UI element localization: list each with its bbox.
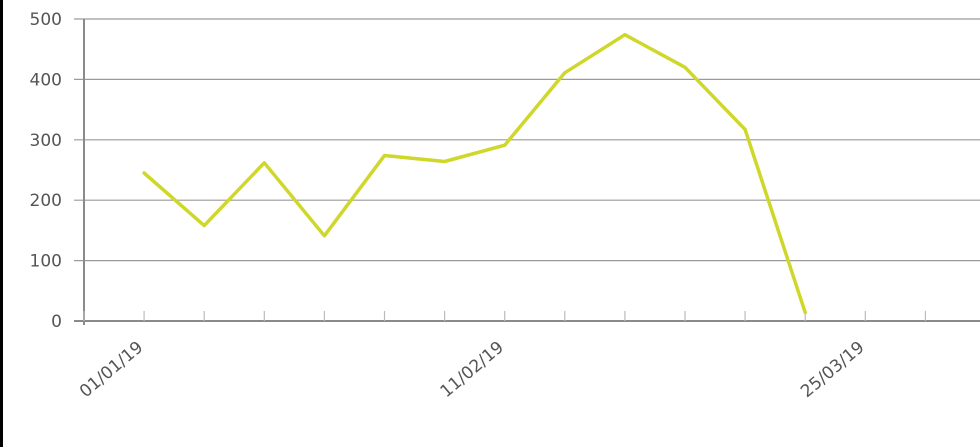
data-point-11 bbox=[803, 311, 807, 314]
data-point-7 bbox=[563, 71, 567, 75]
series-group bbox=[142, 32, 807, 315]
data-point-0 bbox=[142, 171, 146, 175]
gridlines bbox=[74, 18, 980, 322]
y-tick-label-100: 100 bbox=[30, 252, 62, 272]
y-axis: 0 100 200 300 400 500 bbox=[30, 10, 85, 332]
window-edge bbox=[0, 0, 3, 447]
y-tick-label-0: 0 bbox=[51, 312, 62, 332]
y-tick-label-200: 200 bbox=[30, 191, 62, 211]
data-point-4 bbox=[383, 154, 386, 157]
data-point-2 bbox=[262, 161, 266, 165]
data-point-9 bbox=[683, 65, 687, 69]
data-point-6 bbox=[503, 143, 507, 147]
data-point-8 bbox=[623, 33, 627, 37]
x-axis: 01/01/19 11/02/19 25/03/19 bbox=[76, 311, 927, 402]
data-point-3 bbox=[322, 234, 326, 238]
y-tick-label-400: 400 bbox=[30, 70, 62, 90]
y-tick-label-500: 500 bbox=[30, 10, 62, 30]
series-line-0 bbox=[142, 32, 807, 315]
data-point-1 bbox=[202, 224, 206, 228]
data-point-5 bbox=[443, 160, 447, 163]
data-point-10 bbox=[743, 128, 747, 131]
x-tick-label-25-03-19: 25/03/19 bbox=[797, 338, 868, 402]
x-tick-label-01-01-19: 01/01/19 bbox=[76, 338, 147, 402]
y-tick-label-300: 300 bbox=[30, 131, 62, 151]
x-tick-label-11-02-19: 11/02/19 bbox=[437, 338, 508, 402]
